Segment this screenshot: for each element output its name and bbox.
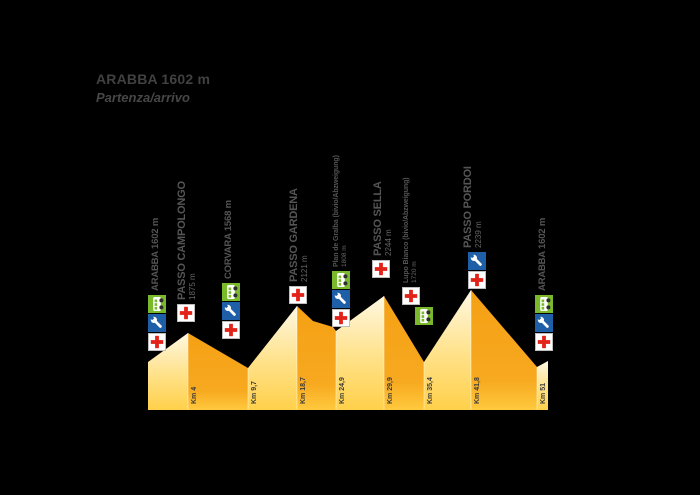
medical-cross-icon <box>372 260 390 278</box>
point-label-plan-de-gralba: Plan de Gralba (bivio/Abzweigung) 1808 m <box>333 155 348 267</box>
medical-cross-icon <box>402 287 420 305</box>
km-marker-5: Km 29,9 <box>387 377 394 404</box>
refreshment-van-icon <box>415 307 433 325</box>
refreshment-van-icon <box>535 295 553 313</box>
point-label-arabba-finish: ARABBA 1602 m <box>537 217 548 291</box>
mechanic-wrench-icon <box>468 252 486 270</box>
medical-cross-icon <box>289 286 307 304</box>
mechanic-wrench-icon <box>148 314 166 332</box>
point-label-lupo-bianco: Lupo Bianco (bivio/Abzweigung) 1720 m <box>403 177 418 284</box>
medical-cross-icon <box>468 271 486 289</box>
km-marker-1: Km 4 <box>191 386 198 404</box>
point-label-arabba-start: ARABBA 1602 m <box>150 217 161 291</box>
mechanic-wrench-icon <box>332 290 350 308</box>
km-marker-4: Km 24,9 <box>339 377 346 404</box>
point-label-passo-gardena: PASSO GARDENA 2121 m <box>288 188 309 282</box>
km-marker-7: Km 41,8 <box>474 377 481 404</box>
km-marker-2: Km 9,7 <box>251 381 258 404</box>
medical-cross-icon <box>148 333 166 351</box>
page-subtitle: Partenza/arrivo <box>96 90 190 105</box>
refreshment-van-icon <box>222 283 240 301</box>
page-title: ARABBA 1602 m <box>96 71 211 87</box>
km-marker-6: Km 35,4 <box>427 377 434 404</box>
point-label-corvara: CORVARA 1568 m <box>223 200 234 279</box>
km-marker-8: Km 51 <box>540 382 547 404</box>
point-label-passo-sella: PASSO SELLA 2244 m <box>372 181 393 256</box>
km-gridlines <box>187 290 538 410</box>
refreshment-van-icon <box>332 271 350 289</box>
point-label-passo-campolongo: PASSO CAMPOLONGO 1875 m <box>176 181 197 300</box>
medical-cross-icon <box>332 309 350 327</box>
refreshment-van-icon <box>148 295 166 313</box>
km-marker-3: Km 18,7 <box>300 377 307 404</box>
profile-area <box>148 290 548 410</box>
medical-cross-icon <box>535 333 553 351</box>
mechanic-wrench-icon <box>535 314 553 332</box>
medical-cross-icon <box>222 321 240 339</box>
mechanic-wrench-icon <box>222 302 240 320</box>
medical-cross-icon <box>177 304 195 322</box>
point-label-passo-pordoi: PASSO PORDOI 2239 m <box>462 166 483 248</box>
